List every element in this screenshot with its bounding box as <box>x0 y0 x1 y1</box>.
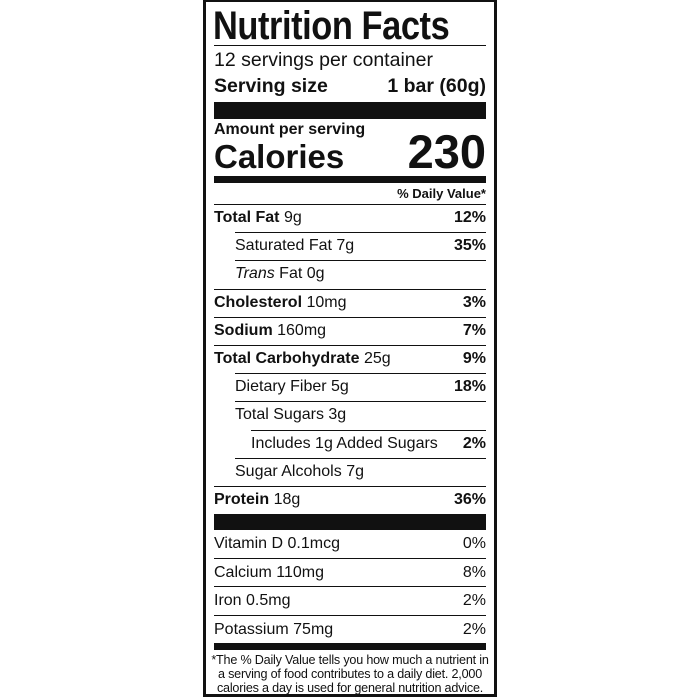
nutrient-amount: 0g <box>306 265 325 283</box>
serving-size-value: 1 bar (60g) <box>387 75 486 97</box>
nutrient-row-total-carbohydrate: Total Carbohydrate 25g 9% <box>214 344 486 373</box>
nutrient-amount: 25g <box>363 349 391 367</box>
nutrient-amount: 160mg <box>277 321 327 339</box>
calories-row: Calories 230 <box>214 125 486 179</box>
calories-label: Calories <box>214 138 345 175</box>
nutrient-row-added-sugars: Includes 1g Added Sugars 2% <box>214 429 486 458</box>
nutrient-dv: 12% <box>453 209 486 226</box>
label-title: Nutrition Facts <box>213 4 450 48</box>
vitamin-dv: 2% <box>462 592 486 610</box>
serving-size-label: Serving size <box>214 75 328 97</box>
vitamin-dv: 0% <box>462 535 486 552</box>
serving-size: Serving size 1 bar (60g) <box>214 74 486 98</box>
nutrient-name-italic: Trans <box>235 265 275 283</box>
nutrient-list: Total Fat 9g 12% Saturated Fat 7g 35% Tran… <box>214 204 486 514</box>
nutrient-amount: 10mg <box>306 293 347 311</box>
nutrient-dv: 7% <box>462 321 486 339</box>
nutrient-dv: 36% <box>453 490 486 508</box>
nutrient-name: Total Sugars <box>235 406 324 424</box>
nutrient-row-trans-fat: Trans Fat 0g <box>214 260 486 288</box>
footnote: *The % Daily Value tells you how much a … <box>211 653 489 695</box>
nutrient-name: Sugar Alcohols <box>235 462 342 480</box>
calories-value: 230 <box>407 125 486 178</box>
nutrient-row-total-fat: Total Fat 9g 12% <box>214 204 486 232</box>
nutrition-facts-label: Nutrition Facts 12 servings per containe… <box>203 0 497 697</box>
vitamin-name: Iron 0.5mg <box>214 592 291 610</box>
nutrient-name: Total Fat <box>214 209 280 226</box>
nutrient-name: Protein <box>214 490 270 508</box>
nutrient-row-dietary-fiber: Dietary Fiber 5g 18% <box>214 373 486 401</box>
nutrient-amount: 7g <box>346 462 364 480</box>
vitamin-dv: 2% <box>462 620 486 638</box>
thick-divider <box>214 102 486 119</box>
nutrient-amount: 5g <box>331 378 349 396</box>
nutrient-row-protein: Protein 18g 36% <box>214 485 486 514</box>
vitamin-row-iron: Iron 0.5mg 2% <box>214 586 486 614</box>
nutrient-row-sodium: Sodium 160mg 7% <box>214 316 486 345</box>
nutrient-name: Saturated Fat <box>235 237 332 255</box>
nutrient-dv: 2% <box>462 434 486 452</box>
nutrient-dv: 9% <box>462 349 486 367</box>
nutrient-dv: 3% <box>462 293 486 311</box>
vitamin-name: Potassium 75mg <box>214 620 334 638</box>
divider <box>214 45 486 46</box>
vitamin-name: Vitamin D 0.1mcg <box>214 535 340 552</box>
nutrient-row-sugar-alcohols: Sugar Alcohols 7g <box>214 457 486 486</box>
vitamin-name: Calcium 110mg <box>214 564 324 582</box>
thick-divider <box>214 514 486 530</box>
nutrient-amount: 3g <box>328 406 347 424</box>
nutrient-amount: 18g <box>273 490 301 508</box>
nutrient-name: Total Carbohydrate <box>214 349 360 367</box>
nutrient-amount: 9g <box>283 209 302 226</box>
nutrient-row-saturated-fat: Saturated Fat 7g 35% <box>214 232 486 260</box>
medium-divider <box>214 643 486 650</box>
nutrient-name: Dietary Fiber <box>235 378 327 396</box>
nutrient-dv: 35% <box>453 237 486 255</box>
nutrient-dv: 18% <box>453 378 486 396</box>
medium-divider <box>214 176 486 183</box>
amount-per-serving: Amount per serving <box>214 121 366 138</box>
vitamin-row-potassium: Potassium 75mg 2% <box>214 614 486 643</box>
nutrient-amount: 7g <box>336 237 355 255</box>
nutrient-name: Includes 1g Added Sugars <box>251 434 438 452</box>
vitamin-row-calcium: Calcium 110mg 8% <box>214 558 486 586</box>
nutrient-name: Fat <box>279 265 303 283</box>
daily-value-header: % Daily Value* <box>397 186 486 201</box>
nutrient-name: Cholesterol <box>214 293 303 311</box>
nutrient-row-cholesterol: Cholesterol 10mg 3% <box>214 288 486 317</box>
vitamin-row-vitamin-d: Vitamin D 0.1mcg 0% <box>214 530 486 558</box>
servings-per-container: 12 servings per container <box>214 49 433 71</box>
vitamin-list: Vitamin D 0.1mcg 0% Calcium 110mg 8% Iron … <box>214 530 486 643</box>
nutrient-name: Sodium <box>214 321 273 339</box>
vitamin-dv: 8% <box>462 564 486 582</box>
nutrient-row-total-sugars: Total Sugars 3g <box>214 401 486 429</box>
